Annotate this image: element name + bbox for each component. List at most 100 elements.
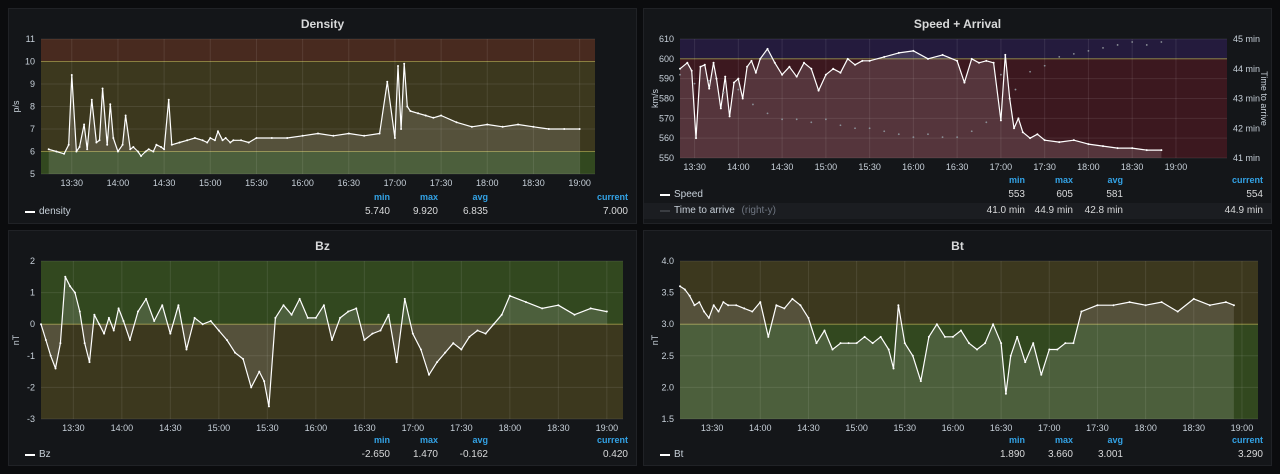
x-tick-label: 14:00 xyxy=(727,162,750,172)
legend-header-avg[interactable]: avg xyxy=(1107,175,1123,185)
data-point xyxy=(160,146,163,148)
legend-header-min[interactable]: min xyxy=(1008,175,1025,185)
legend-header-avg[interactable]: avg xyxy=(472,192,488,202)
legend-header-current[interactable]: current xyxy=(596,192,628,202)
legend-series-name[interactable]: Time to arrive (right-y) xyxy=(674,205,776,216)
data-point xyxy=(132,146,135,148)
data-point xyxy=(855,342,858,345)
data-point xyxy=(185,348,188,351)
data-point xyxy=(1128,301,1131,304)
legend-header-min[interactable]: min xyxy=(373,192,390,202)
legend-header-avg[interactable]: avg xyxy=(1107,435,1123,445)
legend-row[interactable]: Bz -2.650 1.470 -0.162 0.420 xyxy=(9,447,636,463)
legend-series-name[interactable]: density xyxy=(39,206,71,217)
legend-header-current[interactable]: current xyxy=(1231,175,1263,185)
x-tick-label: 19:00 xyxy=(568,178,591,188)
legend-header-min[interactable]: min xyxy=(373,435,390,445)
data-point xyxy=(992,61,995,64)
data-point xyxy=(985,59,988,62)
x-tick-label: 18:30 xyxy=(547,423,570,433)
data-point xyxy=(728,115,731,118)
data-point xyxy=(387,313,390,316)
data-point xyxy=(712,304,715,307)
data-point xyxy=(727,304,730,307)
data-point xyxy=(1116,147,1119,150)
legend-series-name[interactable]: Speed xyxy=(674,189,703,200)
data-point xyxy=(144,150,147,153)
panel-title[interactable]: Density xyxy=(300,17,345,31)
legend-row[interactable]: Bt 1.890 3.660 3.001 3.290 xyxy=(644,447,1271,463)
legend-header-current[interactable]: current xyxy=(1231,435,1263,445)
panel-speed-arrival: Speed + Arrival 550 560 570 580 590 600 610 13:… xyxy=(643,8,1272,224)
legend-header-current[interactable]: current xyxy=(596,435,628,445)
data-point xyxy=(541,307,544,310)
legend-header-min[interactable]: min xyxy=(1008,435,1025,445)
data-point xyxy=(1160,149,1163,152)
data-point xyxy=(1016,335,1019,338)
legend-row[interactable]: Time to arrive (right-y) 41.0 min 44.9 min… xyxy=(644,203,1271,219)
data-point xyxy=(234,351,236,354)
series-area xyxy=(680,48,1162,158)
data-point xyxy=(88,361,91,364)
panel-title[interactable]: Bz xyxy=(315,239,330,253)
data-point xyxy=(1048,348,1051,351)
panel-density: Density 5 6 7 8 9 10 11 13:30 14:00 14:30 15:00 15:… xyxy=(8,8,637,224)
data-point xyxy=(1160,301,1163,304)
x-tick-label: 17:30 xyxy=(1086,423,1109,433)
y-tick-label: 11 xyxy=(26,34,35,44)
y-tick-label: 570 xyxy=(659,113,674,123)
y-tick-label: 590 xyxy=(659,74,674,84)
data-point xyxy=(1096,304,1099,307)
data-point xyxy=(1032,342,1035,345)
legend-row[interactable]: Speed 553 605 581 554 xyxy=(644,187,1271,203)
data-point xyxy=(1131,41,1134,43)
data-point xyxy=(129,148,132,151)
legend-header-max[interactable]: max xyxy=(1054,435,1073,445)
panel-title[interactable]: Speed + Arrival xyxy=(913,17,1002,31)
data-point xyxy=(263,380,266,383)
data-point xyxy=(686,61,689,64)
x-tick-label: 14:00 xyxy=(107,178,130,188)
data-point xyxy=(815,342,818,345)
data-point xyxy=(290,313,293,316)
x-tick-label: 18:30 xyxy=(1121,162,1144,172)
data-point xyxy=(267,405,270,408)
x-tick-label: 15:30 xyxy=(256,423,279,433)
x-tick-label: 16:00 xyxy=(291,178,314,188)
data-point xyxy=(282,304,285,307)
data-point xyxy=(83,123,86,126)
data-point xyxy=(250,386,253,389)
data-point xyxy=(871,342,874,345)
data-point xyxy=(169,332,172,335)
legend-header-avg[interactable]: avg xyxy=(472,435,488,445)
x-tick-label: 13:30 xyxy=(701,423,724,433)
y-tick-label: 0 xyxy=(30,319,35,329)
x-tick-label: 17:00 xyxy=(384,178,407,188)
x-tick-label: 17:30 xyxy=(1033,162,1056,172)
legend-header-max[interactable]: max xyxy=(419,192,438,202)
legend-series-name[interactable]: Bt xyxy=(674,449,683,460)
legend-value-max: 44.9 min xyxy=(1034,205,1073,216)
legend: min max avg current Bt 1.890 3.660 3.001 3.290 xyxy=(644,435,1271,465)
data-point xyxy=(854,63,857,66)
legend-row[interactable]: density 5.740 9.920 6.835 7.000 xyxy=(9,204,636,220)
panel-title[interactable]: Bt xyxy=(951,239,964,253)
legend-series-name[interactable]: Bz xyxy=(39,449,51,460)
data-point xyxy=(824,118,827,121)
legend-series-label: Bz xyxy=(39,449,51,460)
legend-header-max[interactable]: max xyxy=(1054,175,1073,185)
y-tick-label: 1.5 xyxy=(661,414,674,424)
y-tick-label: 5 xyxy=(30,169,35,179)
data-point xyxy=(69,285,72,288)
data-point xyxy=(926,57,929,60)
data-point xyxy=(941,136,944,139)
data-point xyxy=(501,125,504,128)
data-point xyxy=(440,114,443,117)
y-tick-label: 560 xyxy=(659,133,674,143)
data-point xyxy=(743,307,746,310)
legend-header-max[interactable]: max xyxy=(419,435,438,445)
data-point xyxy=(486,123,489,126)
x-tick-label: 17:00 xyxy=(1038,423,1061,433)
x-tick-label: 17:30 xyxy=(430,178,453,188)
data-point xyxy=(754,71,757,74)
